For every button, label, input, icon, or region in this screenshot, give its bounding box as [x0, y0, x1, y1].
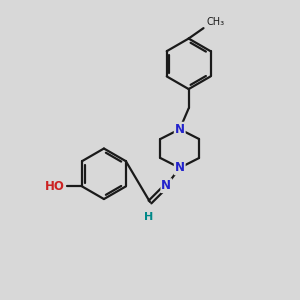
Text: N: N [175, 123, 185, 136]
Text: N: N [161, 179, 171, 192]
Text: CH₃: CH₃ [206, 17, 225, 27]
Text: HO: HO [45, 180, 65, 193]
Text: N: N [175, 161, 185, 174]
Text: H: H [144, 212, 153, 221]
